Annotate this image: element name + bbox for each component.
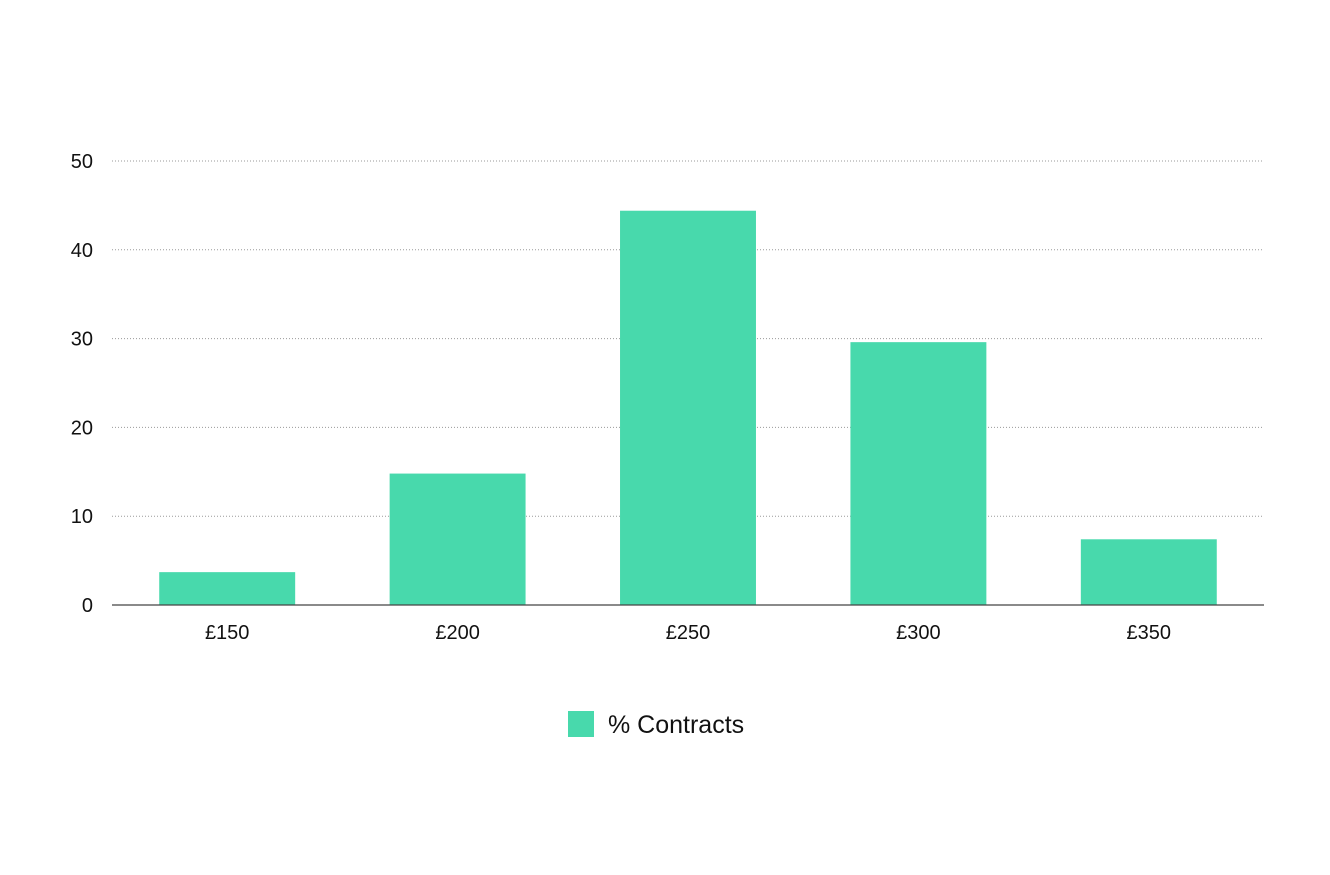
bar	[389, 473, 526, 605]
y-tick-label: 0	[82, 595, 93, 617]
bar	[159, 572, 296, 605]
bar	[850, 342, 987, 605]
bar	[620, 210, 756, 605]
x-tick-label: £300	[896, 622, 941, 644]
legend-swatch	[568, 711, 594, 737]
x-tick-label: £150	[205, 622, 250, 644]
x-axis-tick-labels: £150 £200 £250 £300 £350	[205, 622, 1171, 644]
legend-label: % Contracts	[608, 711, 744, 739]
y-tick-label: 10	[71, 506, 93, 528]
x-tick-label: £350	[1127, 622, 1172, 644]
y-tick-label: 50	[71, 151, 93, 173]
x-tick-label: £250	[666, 622, 711, 644]
x-tick-label: £200	[435, 622, 480, 644]
y-tick-label: 40	[71, 240, 93, 262]
bars	[159, 210, 1217, 605]
y-tick-label: 20	[71, 417, 93, 439]
legend: % Contracts	[568, 711, 744, 739]
y-axis-tick-labels: 0 10 20 30 40 50	[71, 151, 93, 617]
y-tick-label: 30	[71, 329, 93, 351]
bar	[1080, 539, 1217, 605]
